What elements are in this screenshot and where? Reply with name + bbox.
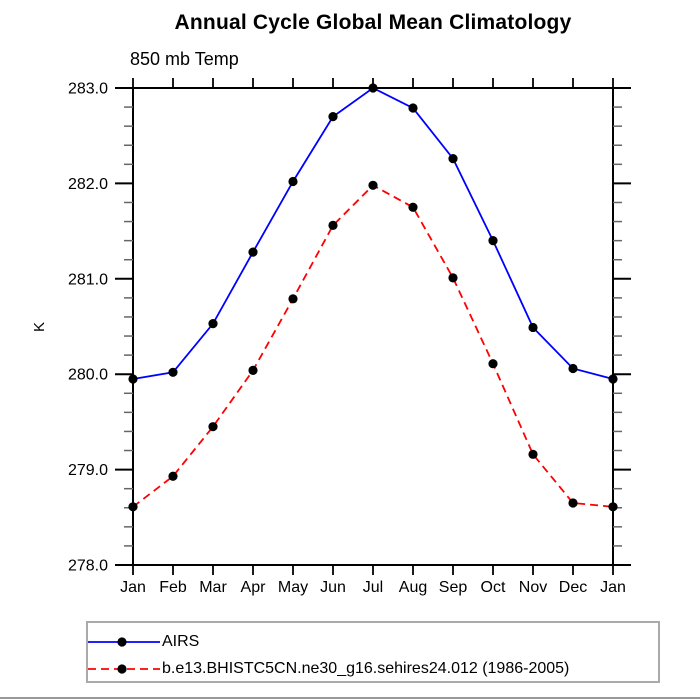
marker-dot-icon — [117, 663, 127, 674]
svg-text:278.0: 278.0 — [68, 558, 108, 575]
svg-text:Dec: Dec — [559, 579, 587, 596]
svg-text:282.0: 282.0 — [68, 176, 108, 193]
chart-subtitle: 850 mb Temp — [130, 49, 239, 69]
svg-text:Jan: Jan — [120, 579, 146, 596]
legend-line-sample-airs — [88, 636, 160, 647]
svg-text:Aug: Aug — [399, 579, 427, 596]
svg-text:283.0: 283.0 — [68, 81, 108, 98]
svg-text:Jan: Jan — [600, 579, 626, 596]
svg-text:Sep: Sep — [439, 579, 468, 596]
svg-text:281.0: 281.0 — [68, 271, 108, 288]
line-chart: 278.0 279.0 280.0 281.0 282.0 283.0 Jan Feb Mar A… — [31, 78, 631, 596]
svg-text:Jun: Jun — [320, 579, 346, 596]
svg-text:279.0: 279.0 — [68, 462, 108, 479]
svg-text:280.0: 280.0 — [68, 367, 108, 384]
svg-text:Mar: Mar — [199, 579, 227, 596]
svg-text:Jul: Jul — [363, 579, 383, 596]
legend-label-model: b.e13.BHISTC5CN.ne30_g16.sehires24.012 (… — [162, 659, 570, 677]
legend-box: AIRS b.e13.BHISTC5CN.ne30_g16.sehires24.… — [86, 621, 660, 683]
svg-text:May: May — [278, 579, 308, 596]
svg-text:Nov: Nov — [519, 579, 547, 596]
legend-item-model: b.e13.BHISTC5CN.ne30_g16.sehires24.012 (… — [88, 655, 658, 682]
svg-text:K: K — [31, 322, 48, 332]
legend-line-sample-model — [88, 663, 160, 674]
svg-text:Feb: Feb — [159, 579, 187, 596]
page-divider — [0, 697, 700, 699]
chart-title: Annual Cycle Global Mean Climatology — [174, 11, 572, 34]
legend-label-airs: AIRS — [162, 632, 200, 650]
svg-text:Apr: Apr — [241, 579, 267, 596]
legend-item-airs: AIRS — [88, 628, 658, 655]
svg-text:Oct: Oct — [481, 579, 506, 596]
marker-dot-icon — [117, 636, 127, 647]
